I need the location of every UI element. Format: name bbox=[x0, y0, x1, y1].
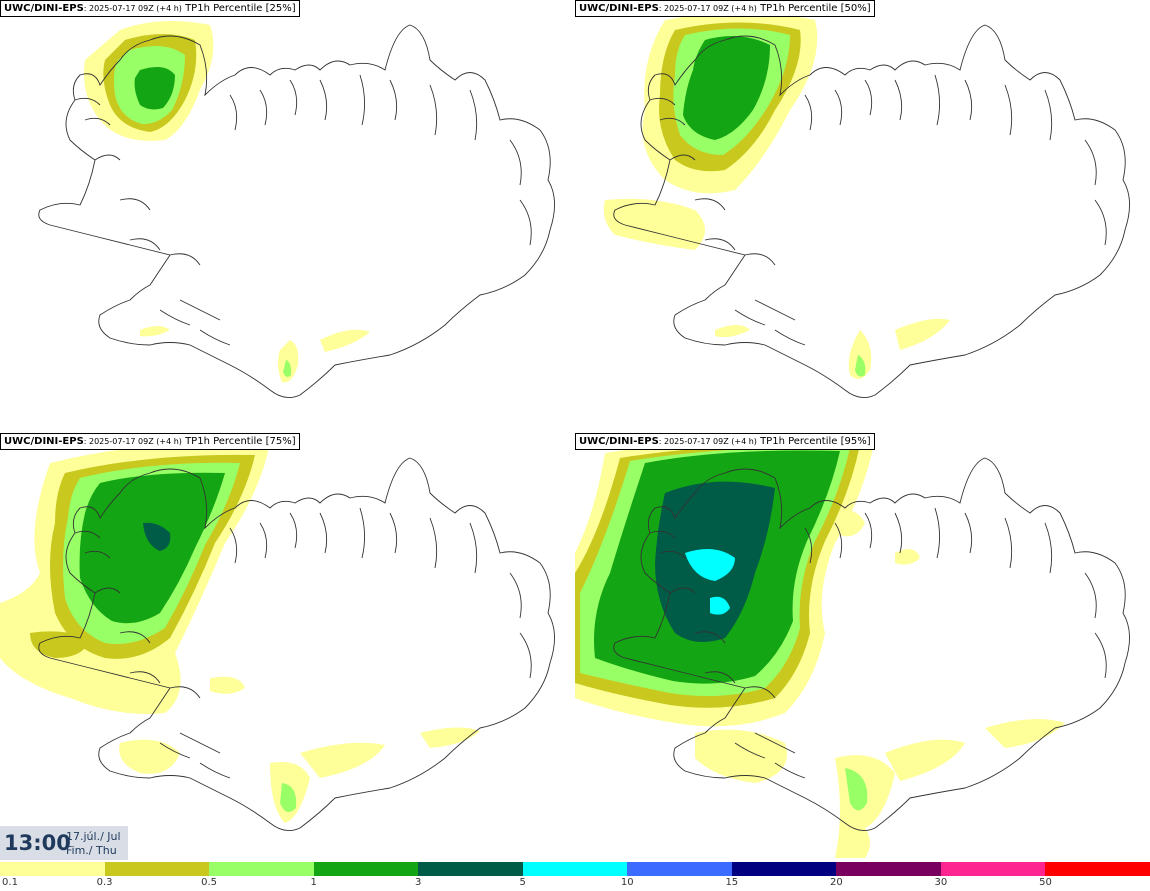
legend-swatch-7 bbox=[731, 862, 837, 876]
run-time: : 2025-07-17 09Z (+4 h) bbox=[83, 437, 182, 446]
legend-swatch-9 bbox=[940, 862, 1046, 876]
model-name: UWC/DINI-EPS bbox=[579, 3, 659, 14]
panel-title: UWC/DINI-EPS: 2025-07-17 09Z (+4 h) TP1h… bbox=[0, 0, 300, 17]
legend-swatch-3 bbox=[313, 862, 419, 876]
legend-tick-label: 30 bbox=[934, 877, 948, 888]
map-panel-p95: UWC/DINI-EPS: 2025-07-17 09Z (+4 h) TP1h… bbox=[575, 433, 1150, 863]
legend-tick-label: 0.3 bbox=[96, 877, 113, 888]
parameter-label: TP1h Percentile [95%] bbox=[756, 436, 871, 447]
coastline bbox=[38, 457, 555, 832]
map-panel-p25: UWC/DINI-EPS: 2025-07-17 09Z (+4 h) TP1h… bbox=[0, 0, 575, 430]
valid-date-line1: 17.júl./ Jul bbox=[66, 830, 121, 843]
precip-map-p50 bbox=[603, 12, 1130, 399]
legend-swatch-10 bbox=[1045, 862, 1150, 876]
precip-legend: 0.1 0.3 0.5 1 3 5 10 15 20 30 50 bbox=[0, 862, 1150, 891]
run-time: : 2025-07-17 09Z (+4 h) bbox=[658, 4, 757, 13]
parameter-label: TP1h Percentile [25%] bbox=[181, 3, 296, 14]
valid-date: 17.júl./ Jul Fim./ Thu bbox=[66, 830, 121, 858]
valid-date-line2: Fim./ Thu bbox=[66, 844, 117, 857]
legend-tick-label: 20 bbox=[829, 877, 843, 888]
parameter-label: TP1h Percentile [50%] bbox=[756, 3, 871, 14]
legend-tick-label: 3 bbox=[414, 877, 422, 888]
coastline bbox=[613, 24, 1130, 399]
model-name: UWC/DINI-EPS bbox=[4, 436, 84, 447]
legend-tick-label: 1 bbox=[310, 877, 317, 888]
model-name: UWC/DINI-EPS bbox=[4, 3, 84, 14]
legend-tick-label: 0.1 bbox=[2, 877, 18, 888]
precip-map-p95 bbox=[575, 437, 1130, 858]
model-name: UWC/DINI-EPS bbox=[579, 436, 659, 447]
legend-swatch-1 bbox=[104, 862, 210, 876]
legend-swatch-2 bbox=[209, 862, 314, 876]
precip-map-p75 bbox=[0, 442, 555, 832]
precip-overlay bbox=[84, 21, 370, 383]
coastline bbox=[613, 457, 1130, 832]
panel-title: UWC/DINI-EPS: 2025-07-17 09Z (+4 h) TP1h… bbox=[575, 433, 875, 450]
panel-title: UWC/DINI-EPS: 2025-07-17 09Z (+4 h) TP1h… bbox=[0, 433, 300, 450]
precip-overlay bbox=[0, 442, 480, 823]
panel-title: UWC/DINI-EPS: 2025-07-17 09Z (+4 h) TP1h… bbox=[575, 0, 875, 17]
map-panel-p50: UWC/DINI-EPS: 2025-07-17 09Z (+4 h) TP1h… bbox=[575, 0, 1150, 430]
precip-overlay bbox=[575, 437, 1065, 858]
legend-tick-label: 15 bbox=[725, 877, 739, 888]
legend-swatch-4 bbox=[418, 862, 523, 876]
legend-swatch-8 bbox=[836, 862, 941, 876]
legend-tick-label: 0.5 bbox=[201, 877, 218, 888]
run-time: : 2025-07-17 09Z (+4 h) bbox=[658, 437, 757, 446]
legend-tick-label: 50 bbox=[1039, 877, 1052, 888]
run-time: : 2025-07-17 09Z (+4 h) bbox=[83, 4, 182, 13]
parameter-label: TP1h Percentile [75%] bbox=[181, 436, 296, 447]
legend-swatch-5 bbox=[522, 862, 628, 876]
coastline bbox=[38, 24, 555, 399]
legend-swatch-0 bbox=[0, 862, 105, 876]
valid-time-box: 13:00 17.júl./ Jul Fim./ Thu bbox=[0, 826, 128, 860]
legend-swatch-6 bbox=[627, 862, 732, 876]
valid-hour: 13:00 bbox=[4, 831, 71, 855]
precip-overlay bbox=[603, 12, 950, 379]
legend-colorbar bbox=[0, 862, 1150, 876]
legend-tick-label: 5 bbox=[519, 877, 526, 888]
map-panel-p75: UWC/DINI-EPS: 2025-07-17 09Z (+4 h) TP1h… bbox=[0, 433, 575, 863]
precip-map-p25 bbox=[38, 21, 555, 399]
legend-tick-label: 10 bbox=[620, 877, 634, 888]
